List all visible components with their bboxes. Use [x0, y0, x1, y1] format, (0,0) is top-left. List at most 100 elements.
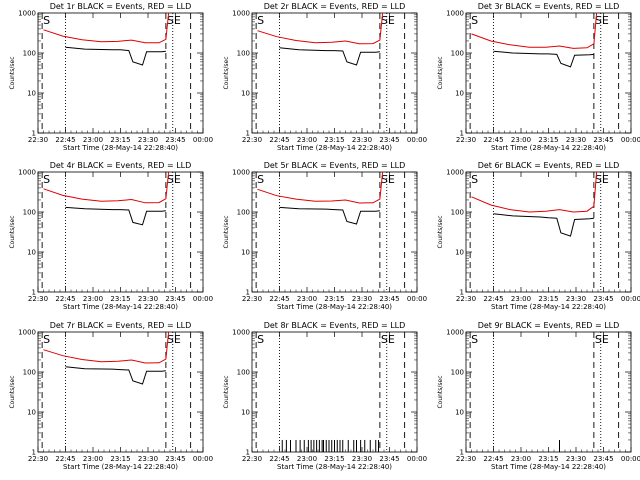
series-lld-line: [43, 12, 170, 44]
x-tick-label: 23:30: [566, 455, 586, 463]
x-tick-label: 23:00: [83, 295, 103, 303]
plot-title: Det 4r BLACK = Events, RED = LLD: [50, 161, 192, 170]
x-tick-label: 23:15: [538, 455, 558, 463]
plot-panel-5: Det 5r BLACK = Events, RED = LLD 1 10 100 10…: [223, 161, 427, 311]
series-events-line: [493, 213, 594, 237]
y-tick-label: 1000: [18, 169, 36, 177]
x-axis-label: Start Time (28-May-14 22:28:40): [277, 144, 392, 152]
x-tick-label: 00:00: [621, 295, 640, 303]
saa-start-marker: S: [471, 173, 478, 186]
plot-title: Det 3r BLACK = Events, RED = LLD: [478, 2, 620, 11]
x-tick-label: 23:45: [593, 295, 613, 303]
x-axis-label: Start Time (28-May-14 22:28:40): [491, 303, 606, 311]
x-tick-label: 23:15: [110, 136, 130, 144]
x-tick-label: 22:30: [28, 455, 48, 463]
x-tick-label: 23:30: [138, 295, 158, 303]
plot-panel-3: Det 3r BLACK = Events, RED = LLD 1 10 100 10…: [437, 2, 640, 152]
y-axis-label: Counts/sec: [9, 56, 16, 89]
y-tick-label: 1: [460, 130, 464, 138]
series-lld-line: [257, 12, 384, 45]
plot-title: Det 7r BLACK = Events, RED = LLD: [50, 321, 192, 330]
x-tick-label: 22:45: [55, 136, 75, 144]
y-tick-label: 1000: [232, 10, 250, 18]
series-lld-line: [471, 171, 598, 213]
series-events-line: [279, 47, 380, 66]
x-tick-label: 23:00: [511, 295, 531, 303]
series-events-line: [279, 206, 380, 225]
saa-start-marker: S: [471, 14, 478, 27]
plot-frame: [251, 171, 418, 293]
series-lld-line: [43, 331, 170, 364]
x-tick-label: 23:00: [511, 455, 531, 463]
y-tick-label: 1000: [446, 329, 464, 337]
y-axis-label: Counts/sec: [223, 215, 230, 248]
x-tick-label: 22:30: [28, 136, 48, 144]
series-events-line: [65, 366, 166, 385]
saa-end-marker: SE: [167, 173, 181, 186]
plot-frame: [465, 171, 632, 293]
x-tick-label: 00:00: [193, 136, 213, 144]
plot-frame: [37, 12, 204, 134]
x-tick-label: 23:15: [110, 455, 130, 463]
x-axis-label: Start Time (28-May-14 22:28:40): [277, 463, 392, 471]
x-tick-label: 22:45: [55, 295, 75, 303]
series-events-line: [65, 206, 166, 226]
plot-title: Det 2r BLACK = Events, RED = LLD: [264, 2, 406, 11]
x-tick-label: 23:30: [138, 455, 158, 463]
plot-panel-6: Det 6r BLACK = Events, RED = LLD 1 10 100 10…: [437, 161, 640, 311]
y-axis-label: Counts/sec: [223, 375, 230, 408]
y-tick-label: 100: [23, 50, 36, 58]
x-tick-label: 00:00: [407, 295, 427, 303]
x-tick-label: 22:30: [456, 295, 476, 303]
x-tick-label: 22:45: [55, 455, 75, 463]
plot-title: Det 8r BLACK = Events, RED = LLD: [264, 321, 406, 330]
y-axis-label: Counts/sec: [9, 375, 16, 408]
y-tick-label: 100: [23, 209, 36, 217]
plot-panel-2: Det 2r BLACK = Events, RED = LLD 1 10 100 10…: [223, 2, 427, 152]
plot-panel-8: Det 8r BLACK = Events, RED = LLD 1 10 100 10…: [223, 321, 427, 471]
y-tick-label: 1: [460, 449, 464, 457]
saa-end-marker: SE: [167, 14, 181, 27]
x-tick-label: 22:30: [28, 295, 48, 303]
y-tick-label: 100: [23, 369, 36, 377]
x-tick-label: 23:45: [593, 136, 613, 144]
x-axis-label: Start Time (28-May-14 22:28:40): [491, 144, 606, 152]
series-lld-line: [43, 171, 170, 204]
saa-end-marker: SE: [381, 14, 395, 27]
y-tick-label: 1000: [446, 169, 464, 177]
x-tick-label: 22:30: [242, 136, 262, 144]
x-tick-label: 23:45: [165, 136, 185, 144]
x-tick-label: 22:30: [456, 455, 476, 463]
series-events-line: [65, 46, 166, 66]
plot-frame: [37, 171, 204, 293]
x-tick-label: 23:45: [165, 295, 185, 303]
y-tick-label: 1: [32, 289, 36, 297]
y-tick-label: 10: [241, 409, 250, 417]
x-tick-label: 23:00: [297, 136, 317, 144]
y-tick-label: 1: [32, 130, 36, 138]
x-tick-label: 23:30: [566, 136, 586, 144]
x-tick-label: 00:00: [407, 455, 427, 463]
x-tick-label: 23:45: [379, 136, 399, 144]
y-tick-label: 1000: [18, 329, 36, 337]
series-lld-line: [471, 12, 598, 49]
x-tick-label: 22:45: [483, 455, 503, 463]
x-tick-label: 23:45: [379, 295, 399, 303]
y-tick-label: 100: [237, 369, 250, 377]
plot-frame: [465, 12, 632, 134]
x-tick-label: 23:30: [352, 455, 372, 463]
x-tick-label: 23:15: [538, 295, 558, 303]
x-tick-label: 23:45: [593, 455, 613, 463]
y-tick-label: 10: [27, 90, 36, 98]
x-tick-label: 22:30: [242, 455, 262, 463]
x-tick-label: 23:15: [324, 136, 344, 144]
y-tick-label: 10: [455, 409, 464, 417]
x-tick-label: 22:45: [269, 455, 289, 463]
x-tick-label: 23:00: [83, 136, 103, 144]
x-tick-label: 00:00: [621, 136, 640, 144]
series-lld-line: [257, 171, 384, 204]
saa-start-marker: S: [257, 14, 264, 27]
x-tick-label: 00:00: [621, 455, 640, 463]
x-tick-label: 00:00: [193, 295, 213, 303]
plot-frame: [251, 12, 418, 134]
